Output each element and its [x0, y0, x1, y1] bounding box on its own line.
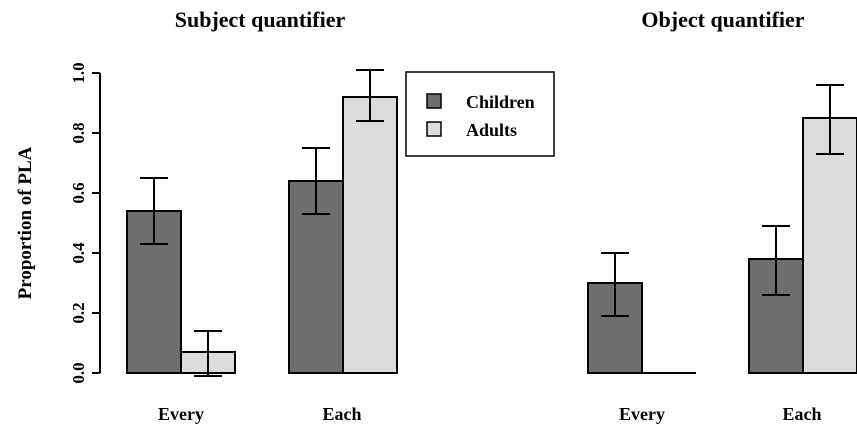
category-label-every-object: Every	[619, 404, 665, 424]
error-bar	[356, 69, 384, 122]
bar-adults-each-subject	[342, 96, 398, 374]
y-tick-label: 1.0	[69, 62, 88, 83]
error-bar	[140, 177, 168, 245]
y-tick-label: 0.6	[69, 182, 88, 203]
legend: Children Adults	[405, 71, 555, 157]
legend-label-children: Children	[466, 92, 535, 112]
y-tick-label: 0.4	[69, 242, 88, 264]
y-tick-label: 0.8	[69, 122, 88, 143]
y-ticks: 0.0 0.2 0.4 0.6 0.8 1.0	[69, 62, 100, 384]
legend-label-adults: Adults	[466, 120, 517, 140]
legend-swatch-adults	[426, 121, 442, 137]
error-bar	[601, 252, 629, 317]
bars	[126, 96, 857, 374]
category-label-every-subject: Every	[158, 404, 204, 424]
error-bar	[762, 225, 790, 296]
error-bar	[816, 84, 844, 155]
error-bar	[302, 147, 330, 215]
error-bars	[140, 69, 844, 377]
panel-title-object: Object quantifier	[641, 7, 804, 32]
y-tick-label: 0.0	[69, 362, 88, 383]
category-label-each-object: Each	[782, 404, 821, 424]
error-bar	[194, 330, 222, 377]
y-axis-label: Proportion of PLA	[15, 146, 36, 299]
panel-title-subject: Subject quantifier	[175, 7, 346, 32]
legend-box	[405, 71, 555, 157]
bar-adults-each-object	[802, 117, 857, 374]
legend-swatch-children	[426, 93, 442, 109]
y-tick-label: 0.2	[69, 302, 88, 323]
category-label-each-subject: Each	[322, 404, 361, 424]
